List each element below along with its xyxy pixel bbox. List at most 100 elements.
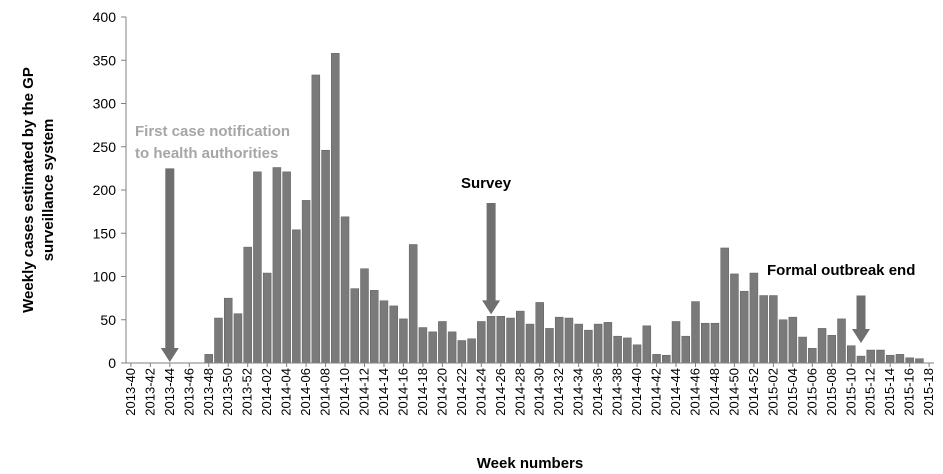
x-axis-title: Week numbers	[477, 455, 583, 472]
y-tick-label: 300	[93, 96, 117, 112]
annotation-label-3: Formal outbreak end	[767, 262, 915, 279]
bar-2014-24	[477, 321, 486, 364]
x-tick-label: 2014-40	[629, 368, 644, 416]
y-axis-title-line-2: surveillance system	[40, 119, 57, 262]
y-tick-label: 400	[93, 9, 117, 25]
annotation-label-1: to health authorities	[135, 145, 278, 162]
bar-2014-30	[535, 302, 544, 364]
y-axis-title-line-1: Weekly cases estimated by the GP	[20, 67, 37, 313]
bar-2014-11	[350, 288, 360, 364]
bar-2014-45	[681, 335, 691, 364]
x-tick-label: 2013-40	[123, 368, 138, 416]
y-tick-label: 100	[93, 269, 117, 285]
y-tick-label: 0	[108, 355, 116, 371]
bar-2014-15	[389, 305, 398, 364]
bar-2013-49	[214, 317, 223, 364]
annotation-arrow-2	[482, 203, 501, 315]
x-tick-label: 2013-42	[142, 368, 157, 416]
y-tick-label: 200	[93, 182, 117, 198]
x-tick-label: 2014-16	[395, 368, 410, 416]
bar-2015-12	[866, 349, 875, 364]
bar-2014-47	[700, 322, 710, 364]
bar-2015-09	[837, 318, 846, 364]
x-tick-label: 2014-50	[726, 368, 741, 416]
x-tick-label: 2015-18	[921, 368, 936, 416]
bar-2014-13	[370, 290, 379, 364]
bar-2015-03	[778, 319, 788, 364]
bar-2014-35	[584, 329, 593, 364]
bars	[204, 53, 924, 364]
x-tick-label: 2015-12	[863, 368, 878, 416]
x-tick-label: 2014-26	[493, 368, 508, 416]
annotation-arrow-1	[160, 168, 179, 362]
x-tick-label: 2014-20	[434, 368, 449, 416]
bar-2014-04	[282, 171, 291, 364]
bar-2014-06	[301, 200, 311, 364]
bar-2014-50	[730, 273, 739, 364]
x-tick-label: 2014-36	[590, 368, 605, 416]
x-tick-label: 2015-14	[882, 368, 897, 416]
bar-2015-17	[915, 358, 924, 364]
x-tick-label: 2014-24	[473, 368, 488, 416]
bar-2014-31	[545, 328, 554, 364]
bar-2014-01	[253, 171, 262, 364]
x-tick-label: 2013-52	[240, 368, 255, 416]
bar-2014-43	[662, 354, 671, 364]
bar-2014-29	[525, 323, 535, 364]
x-tick-label: 2014-14	[376, 368, 391, 416]
x-tick-label: 2014-30	[532, 368, 547, 416]
bar-2015-01	[759, 295, 768, 364]
bar-2014-51	[739, 290, 749, 364]
bar-2014-44	[671, 321, 681, 364]
bar-2014-10	[340, 216, 350, 364]
x-tick-label: 2013-50	[220, 368, 235, 416]
x-tick-label: 2014-28	[512, 368, 527, 416]
bar-2014-23	[467, 338, 476, 364]
x-tick-label: 2014-22	[454, 368, 469, 416]
y-tick-label: 150	[93, 225, 117, 241]
bar-2014-14	[379, 300, 389, 364]
bar-2015-15	[895, 354, 905, 364]
x-tick-label: 2014-08	[318, 368, 333, 416]
bar-2013-50	[223, 297, 233, 364]
annotation-label-2: Survey	[461, 175, 512, 192]
x-tick-label: 2014-48	[707, 368, 722, 416]
bar-2014-32	[554, 316, 564, 364]
y-tick-labels: 0 50 100 150 200 250 300 350 400	[93, 9, 126, 371]
bar-2014-25	[486, 316, 496, 364]
bar-2014-07	[311, 74, 321, 364]
bar-2015-11	[856, 355, 866, 364]
bar-2015-07	[817, 328, 827, 364]
bar-2014-38	[613, 335, 622, 364]
bar-2014-36	[593, 323, 603, 364]
annotation-arrow-3	[852, 295, 870, 343]
x-tick-label: 2014-18	[415, 368, 430, 416]
bar-2014-18	[418, 327, 428, 364]
bar-2015-10	[847, 345, 856, 364]
bar-2015-02	[769, 295, 778, 364]
bar-2014-21	[447, 331, 457, 364]
axes	[125, 17, 934, 364]
x-tick-label: 2015-08	[824, 368, 839, 416]
x-tick-label: 2015-10	[843, 368, 858, 416]
bar-2015-16	[905, 357, 914, 364]
bar-2014-12	[360, 268, 369, 364]
x-tick-label: 2014-42	[649, 368, 664, 416]
x-tick-label: 2014-34	[571, 368, 586, 416]
x-tick-label: 2015-16	[902, 368, 917, 416]
bar-2014-17	[408, 244, 418, 364]
bar-2014-22	[457, 340, 467, 364]
bar-2013-48	[204, 354, 213, 364]
bar-2014-16	[399, 318, 408, 364]
bar-2014-19	[428, 331, 437, 364]
bar-2015-04	[788, 316, 798, 364]
bar-2015-14	[885, 354, 895, 364]
bar-2014-05	[292, 229, 301, 364]
x-tick-label: 2014-10	[337, 368, 352, 416]
bar-2014-26	[496, 316, 506, 364]
x-tick-label: 2014-44	[668, 368, 683, 416]
bar-2014-03	[272, 167, 282, 364]
x-tick-label: 2014-38	[610, 368, 625, 416]
x-tick-label: 2015-02	[765, 368, 780, 416]
